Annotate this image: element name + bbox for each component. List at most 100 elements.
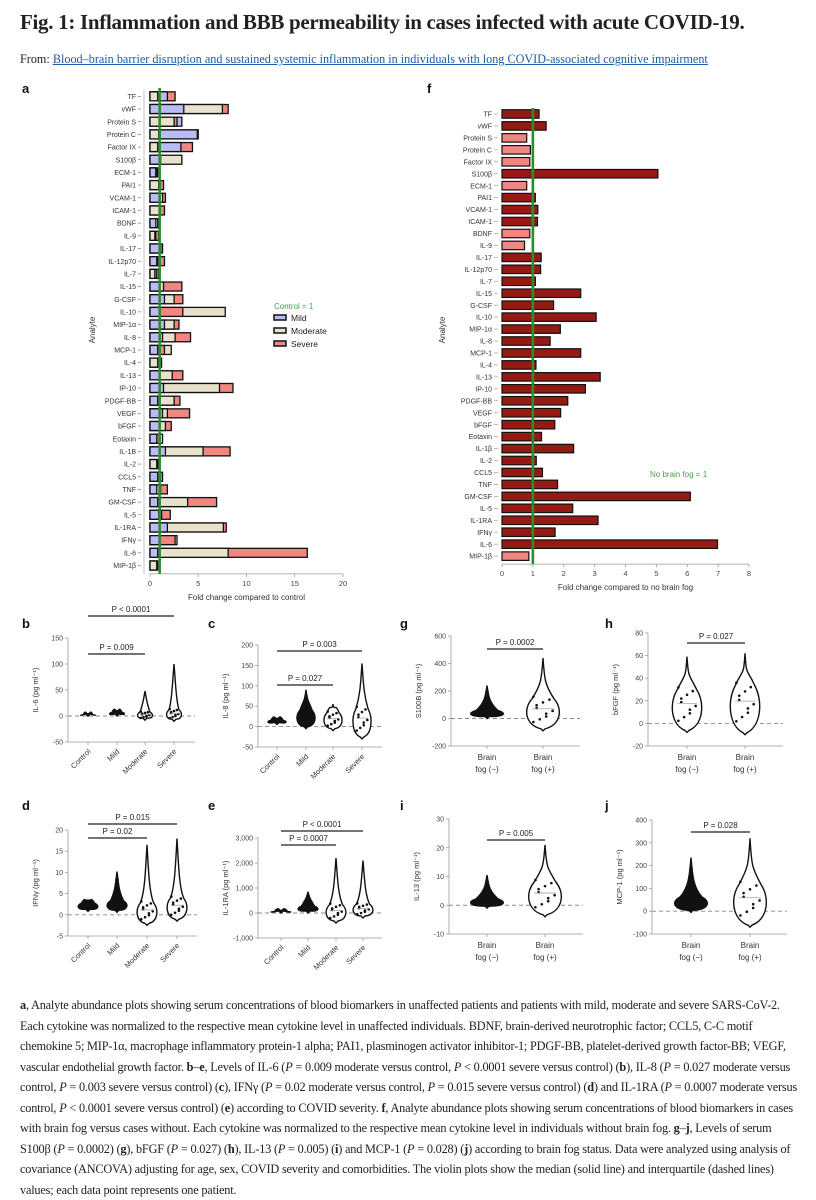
data-point-d — [171, 901, 175, 904]
data-point-c — [336, 718, 340, 721]
data-point-c — [304, 695, 308, 700]
data-point-i — [546, 896, 550, 900]
y-tick-label-j: 100 — [635, 886, 647, 893]
analyte-label-a: bFGF — [118, 424, 136, 431]
y-tick-label-c: -50 — [243, 745, 253, 752]
data-point-g — [548, 698, 551, 701]
bar-f — [501, 360, 537, 370]
x-tick-label-line2-g: fog (+) — [531, 765, 555, 774]
data-point-e — [365, 903, 369, 906]
data-point-b — [169, 710, 173, 714]
x-tick-label-b: Severe — [155, 747, 178, 770]
y-tick-label-b: 100 — [51, 662, 63, 669]
y-tick-label-c: 50 — [245, 704, 253, 711]
p-value-label-h: P = 0.027 — [699, 632, 734, 641]
data-point-d — [86, 900, 90, 905]
data-point-g — [551, 709, 554, 713]
x-tick-label-f: 2 — [562, 569, 566, 578]
data-point-b — [174, 713, 177, 717]
violin-d — [77, 898, 99, 913]
bar-f — [501, 419, 556, 430]
p-value-label-g: P = 0.0002 — [496, 638, 535, 647]
data-point-i — [485, 879, 489, 884]
y-tick-label-c: 100 — [241, 683, 253, 690]
caption-segment: h — [227, 1141, 235, 1156]
bar-f — [501, 443, 575, 454]
bar-f — [501, 121, 547, 131]
caption-segment: , Levels of serum S100β ( — [20, 1121, 772, 1156]
caption-segment: ), bFGF ( — [126, 1141, 171, 1156]
analyte-label-a: IL-10 — [120, 310, 136, 317]
bar-a-mild — [149, 408, 164, 419]
data-point-e — [279, 909, 283, 914]
y-tick-label-i: 30 — [436, 817, 444, 824]
data-point-c — [331, 713, 335, 716]
bar-f — [501, 324, 561, 334]
bar-a-moderate — [149, 357, 159, 368]
caption-segment: a — [20, 998, 26, 1012]
caption-segment: b — [619, 1059, 627, 1074]
caption-segment: P — [427, 1080, 436, 1094]
bar-a-mild — [149, 370, 161, 381]
legend-reference-label-a: Control = 1 — [274, 302, 314, 311]
data-point-i — [550, 881, 553, 885]
bar-a-mild — [149, 496, 159, 508]
panel-a-chart: TF vWF Protein S Protein C Factor IX S100β ECM… — [88, 88, 347, 602]
caption-segment: < 0.0001 severe versus control) ( — [66, 1100, 225, 1115]
legend-label-moderate: Moderate — [291, 326, 327, 336]
analyte-label-a: GM-CSF — [108, 500, 136, 507]
bar-f — [501, 395, 569, 406]
analyte-label-a: Factor IX — [108, 145, 137, 152]
data-point-g — [532, 695, 535, 699]
bar-f — [501, 407, 562, 418]
data-point-d — [169, 895, 173, 898]
data-point-g — [538, 717, 542, 721]
y-tick-label-g: 600 — [434, 634, 446, 641]
caption-segment: ) according to brain fog status. Data we… — [20, 1141, 791, 1197]
analyte-label-f: IL-8 — [480, 339, 492, 346]
x-tick-label-f: 8 — [747, 569, 751, 578]
analyte-label-f: IL-9 — [480, 243, 492, 250]
bar-f — [501, 133, 528, 143]
analyte-label-f: Eotaxin — [469, 434, 492, 441]
violin-e — [325, 857, 347, 924]
data-point-j — [755, 884, 758, 887]
y-tick-label-h: -20 — [633, 744, 643, 751]
bar-a-mild — [149, 395, 159, 406]
bar-a-moderate — [149, 230, 156, 241]
data-point-h — [688, 708, 692, 711]
x-tick-label-line1-i: Brain — [536, 941, 555, 950]
source-line: From: Blood–brain barrier disruption and… — [20, 52, 708, 67]
bar-a-mild — [149, 433, 158, 444]
analyte-label-a: IL-2 — [124, 462, 136, 469]
caption-segment: d — [587, 1080, 594, 1094]
violin-c — [296, 689, 316, 730]
bar-f — [501, 144, 532, 155]
data-point-e — [355, 912, 359, 916]
y-tick-label-h: 40 — [635, 676, 643, 683]
legend-swatch-mild — [273, 314, 287, 321]
caption-segment: = 0.0007 moderate versus control, — [20, 1080, 798, 1115]
article-link[interactable]: Blood–brain barrier disruption and susta… — [52, 52, 708, 66]
data-point-c — [275, 717, 279, 722]
data-point-j — [751, 906, 755, 910]
y-tick-label-i: -10 — [434, 932, 444, 939]
data-point-g — [532, 720, 535, 724]
data-point-d — [149, 902, 153, 905]
data-point-j — [739, 914, 742, 917]
x-tick-label-d: Mild — [105, 941, 121, 957]
analyte-label-f: Protein C — [463, 147, 492, 154]
data-point-h — [677, 686, 680, 689]
x-tick-label-a: 10 — [242, 579, 250, 588]
y-tick-label-j: 0 — [643, 909, 647, 916]
violin-j — [673, 857, 709, 914]
caption-segment: f — [381, 1100, 386, 1115]
analyte-label-f: IFNγ — [477, 530, 492, 537]
bar-a-mild — [149, 103, 185, 115]
caption-segment: P — [285, 1059, 293, 1074]
violin-i — [527, 844, 563, 918]
bar-a-mild — [149, 484, 158, 495]
data-point-i — [540, 902, 544, 906]
data-point-h — [735, 681, 738, 685]
violin-b — [165, 663, 183, 723]
